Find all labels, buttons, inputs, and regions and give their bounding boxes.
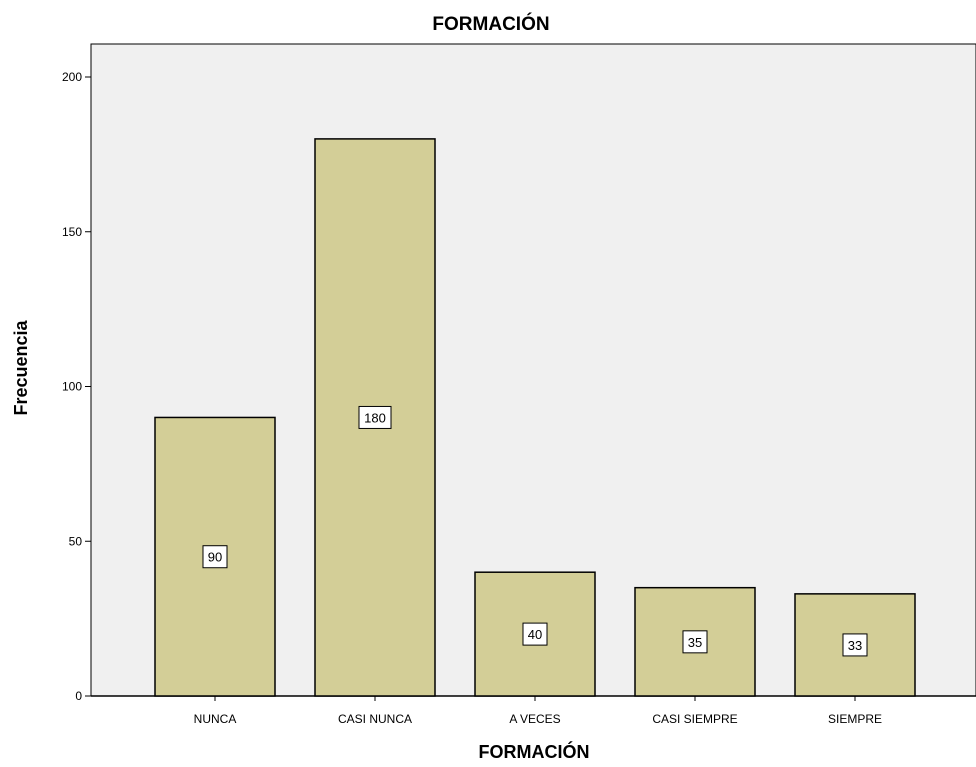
x-tick-label: SIEMPRE xyxy=(828,712,882,726)
data-label: 90 xyxy=(208,550,222,565)
x-tick-label: A VECES xyxy=(509,712,560,726)
x-axis: NUNCA CASI NUNCA A VECES CASI SIEMPRE SIEMPR… xyxy=(194,696,882,726)
y-tick-label: 200 xyxy=(62,70,82,84)
data-label: 33 xyxy=(848,638,862,653)
data-label-box xyxy=(202,545,228,569)
data-label-box xyxy=(358,405,392,429)
y-tick-label: 0 xyxy=(75,689,82,703)
bars: 90 180 40 35 33 xyxy=(154,138,916,697)
data-label-box xyxy=(522,622,548,646)
data-label: 40 xyxy=(528,627,542,642)
x-tick-label: NUNCA xyxy=(194,712,237,726)
x-tick-label: CASI NUNCA xyxy=(338,712,412,726)
y-tick-label: 50 xyxy=(69,534,83,548)
data-label: 180 xyxy=(364,410,386,425)
data-label: 35 xyxy=(688,635,702,650)
x-axis-label: FORMACIÓN xyxy=(479,741,590,762)
y-axis-label: Frecuencia xyxy=(11,319,31,415)
data-label-box xyxy=(682,630,708,654)
y-tick-label: 150 xyxy=(62,225,82,239)
x-tick-label: CASI SIEMPRE xyxy=(652,712,737,726)
y-tick-label: 100 xyxy=(62,380,82,394)
data-label-box xyxy=(842,633,868,657)
chart-title: FORMACIÓN xyxy=(432,13,549,35)
